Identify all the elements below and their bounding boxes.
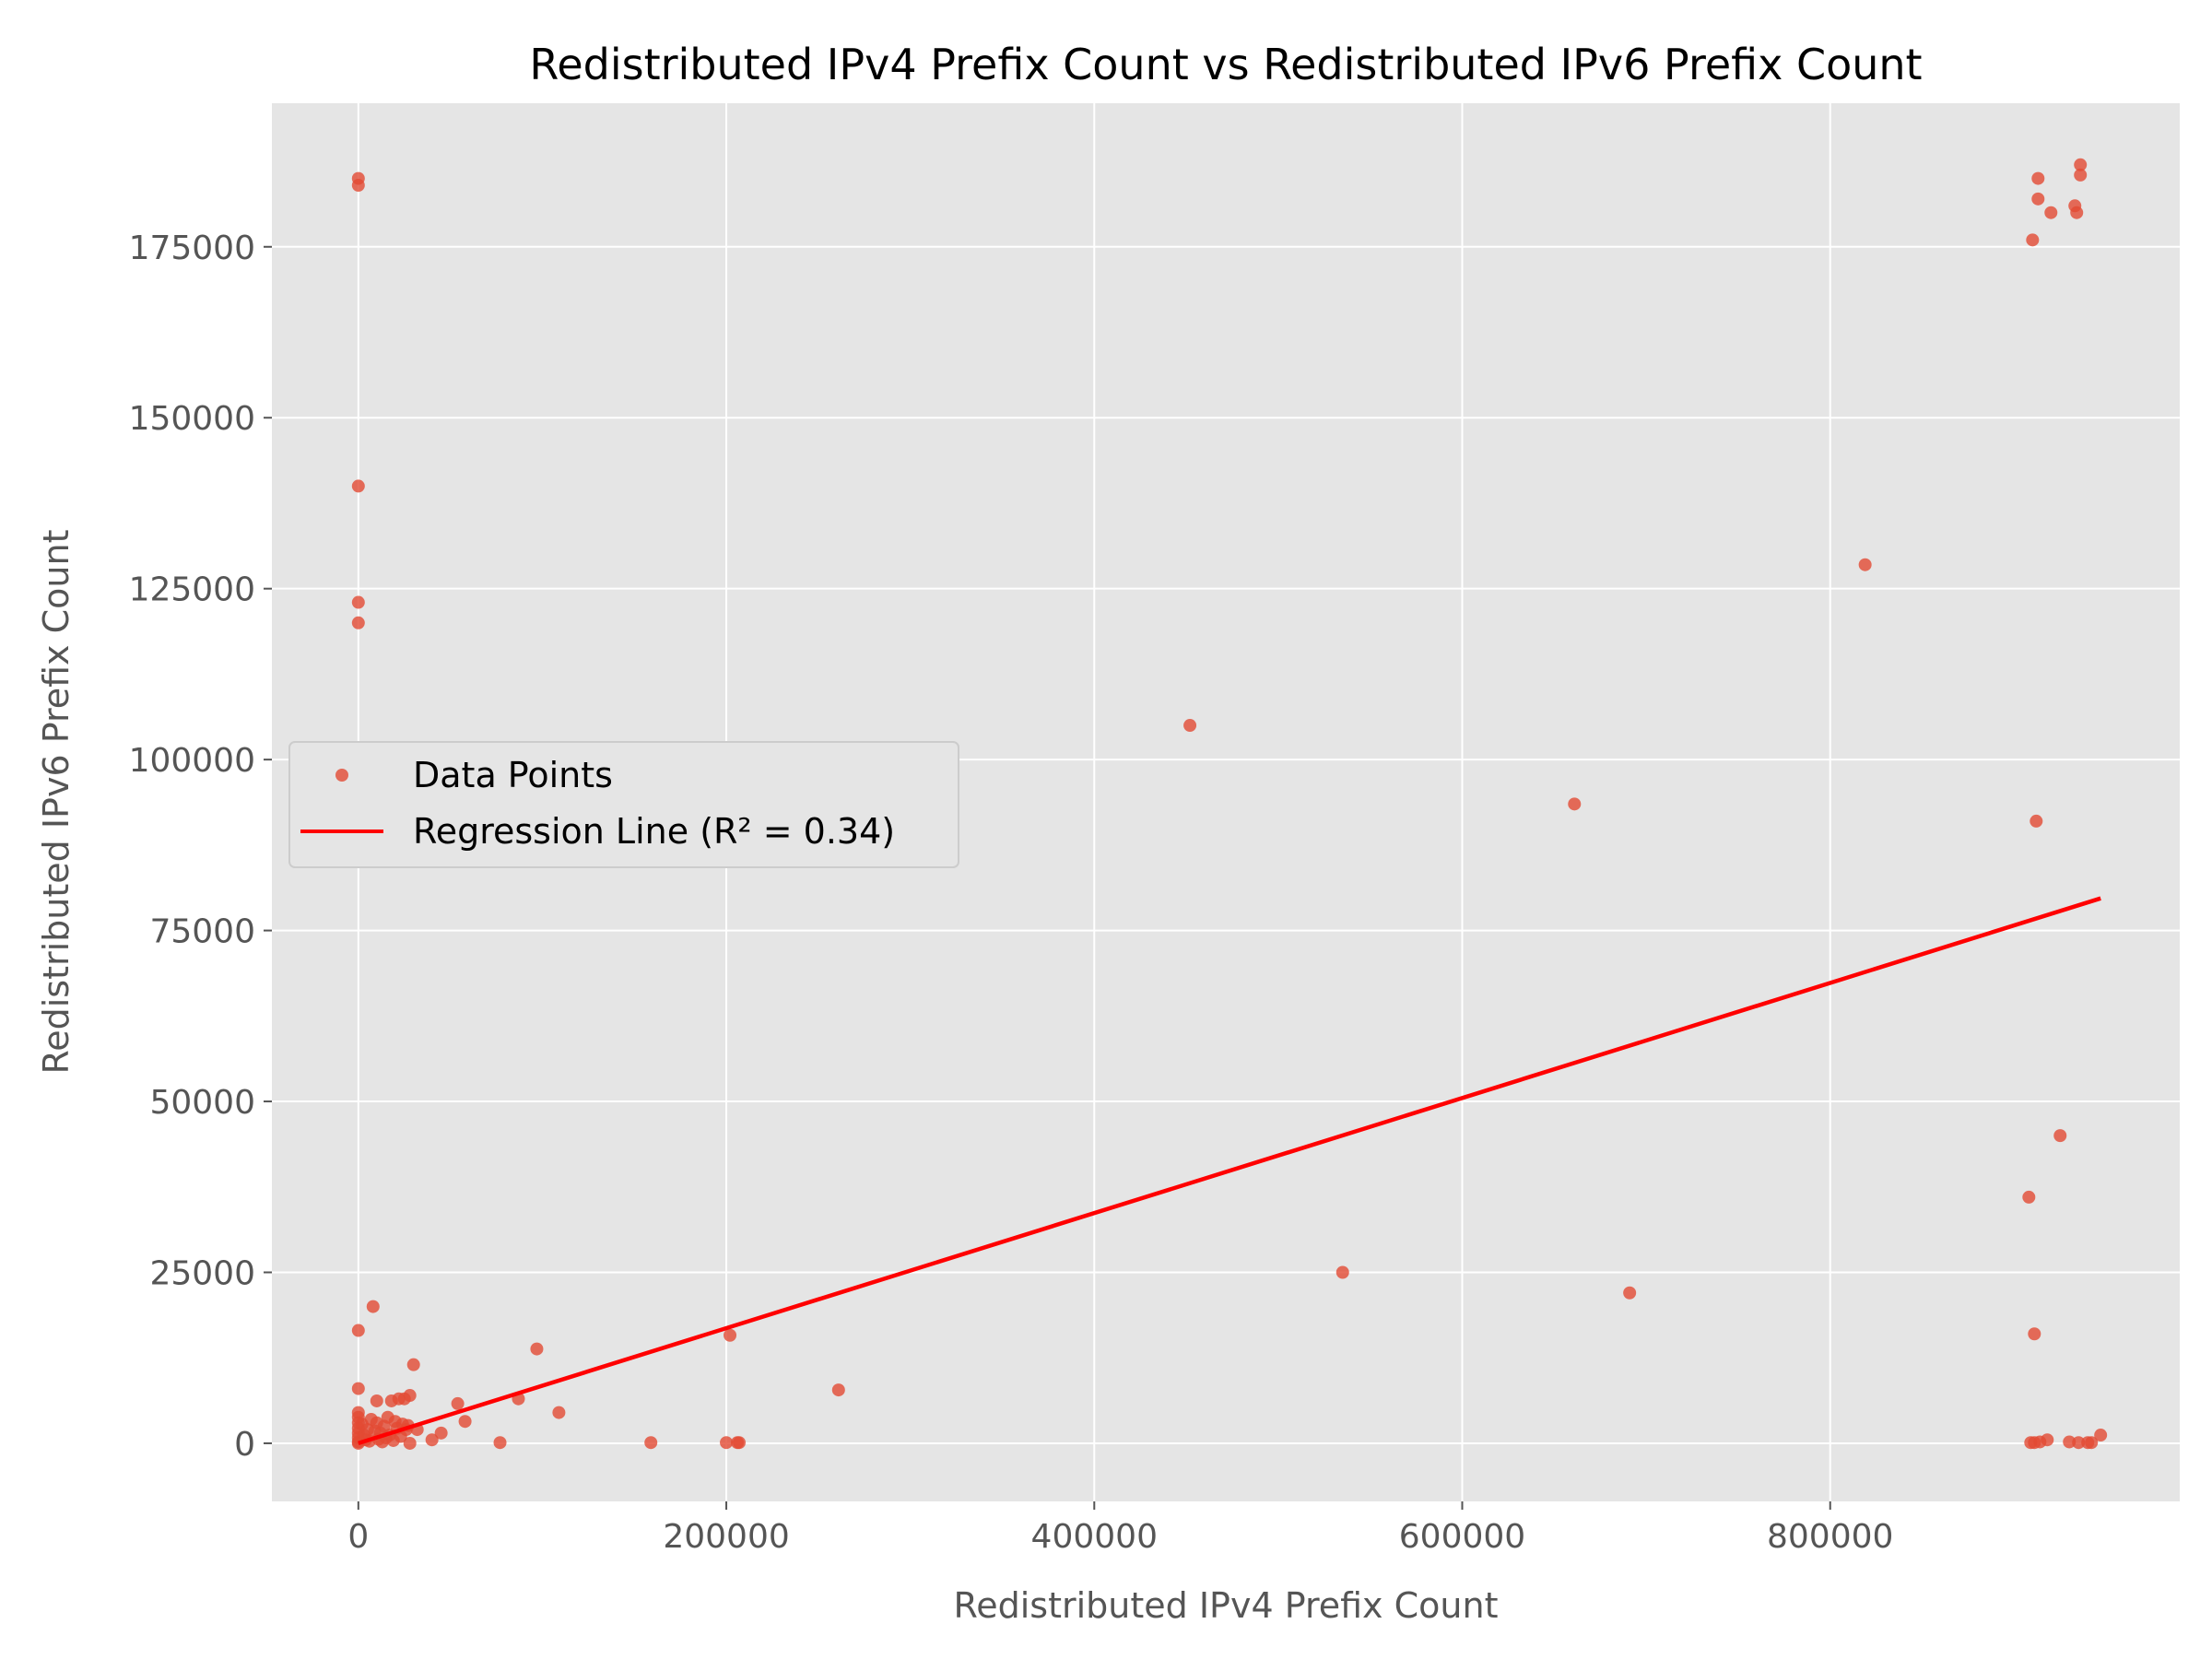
data-point — [2085, 1436, 2099, 1450]
data-point — [733, 1436, 747, 1450]
data-point — [2094, 1429, 2108, 1442]
chart-title: Redistributed IPv4 Prefix Count vs Redis… — [529, 40, 1922, 89]
y-tick-label: 75000 — [149, 913, 255, 951]
data-point — [406, 1358, 420, 1371]
data-point — [403, 1436, 417, 1450]
legend-label-data-points: Data Points — [413, 755, 613, 795]
y-tick-label: 50000 — [149, 1084, 255, 1122]
legend: Data Points Regression Line (R² = 0.34) — [288, 741, 959, 868]
data-point — [1568, 797, 1582, 811]
data-point — [403, 1389, 417, 1403]
data-point — [425, 1433, 439, 1447]
data-point — [351, 1324, 365, 1337]
legend-box — [288, 741, 959, 868]
y-tick-label: 125000 — [129, 571, 255, 609]
data-point — [2031, 171, 2045, 185]
x-tick-label: 800000 — [1767, 1518, 1893, 1556]
data-point — [493, 1436, 507, 1450]
data-point — [2072, 1436, 2086, 1450]
y-axis-title: Redistributed IPv6 Prefix Count — [36, 530, 76, 1075]
data-point — [724, 1328, 737, 1342]
data-point — [720, 1436, 734, 1450]
y-tick-label: 175000 — [129, 229, 255, 267]
x-tick-label: 0 — [347, 1518, 369, 1556]
data-point — [2074, 158, 2088, 171]
data-point — [2041, 1433, 2054, 1447]
data-point — [1335, 1265, 1349, 1279]
data-point — [2031, 192, 2045, 206]
legend-label-regression-line: Regression Line (R² = 0.34) — [413, 811, 895, 852]
data-point — [1858, 558, 1872, 571]
data-point — [351, 616, 365, 629]
data-point — [2044, 206, 2058, 219]
data-point — [2028, 1327, 2041, 1341]
data-point — [2022, 1190, 2036, 1204]
data-point — [351, 595, 365, 609]
data-point — [2030, 814, 2043, 828]
data-point — [434, 1426, 448, 1440]
data-point — [552, 1406, 566, 1419]
data-point — [351, 1382, 365, 1395]
x-axis-ticks: 0 200000 400000 600000 800000 — [347, 1501, 1893, 1556]
data-point — [1623, 1286, 1637, 1300]
data-point — [644, 1436, 658, 1450]
data-point — [458, 1415, 472, 1429]
data-point — [351, 479, 365, 493]
data-point — [2026, 233, 2040, 247]
data-point — [2063, 1435, 2077, 1449]
regression-line-layer — [358, 896, 2101, 1446]
x-tick-label: 600000 — [1399, 1518, 1525, 1556]
data-point — [2053, 1129, 2067, 1143]
x-tick-label: 400000 — [1031, 1518, 1158, 1556]
data-point — [1183, 719, 1197, 733]
data-point — [2070, 206, 2084, 219]
x-axis-title: Redistributed IPv4 Prefix Count — [954, 1585, 1499, 1626]
data-point — [831, 1383, 845, 1397]
data-point — [530, 1342, 544, 1356]
x-tick-label: 200000 — [663, 1518, 789, 1556]
data-point — [451, 1396, 465, 1410]
legend-marker-data-points — [335, 769, 348, 782]
data-point — [2074, 168, 2088, 182]
y-axis-ticks: 0 25000 50000 75000 100000 125000 150000 175000 — [129, 229, 272, 1464]
y-tick-label: 100000 — [129, 742, 255, 780]
regression-line — [358, 896, 2101, 1446]
y-tick-label: 0 — [234, 1426, 255, 1464]
data-point — [370, 1394, 383, 1407]
y-tick-label: 25000 — [149, 1254, 255, 1292]
y-tick-label: 150000 — [129, 400, 255, 438]
grid — [272, 103, 2180, 1501]
data-point — [351, 179, 365, 193]
data-point — [366, 1300, 380, 1313]
